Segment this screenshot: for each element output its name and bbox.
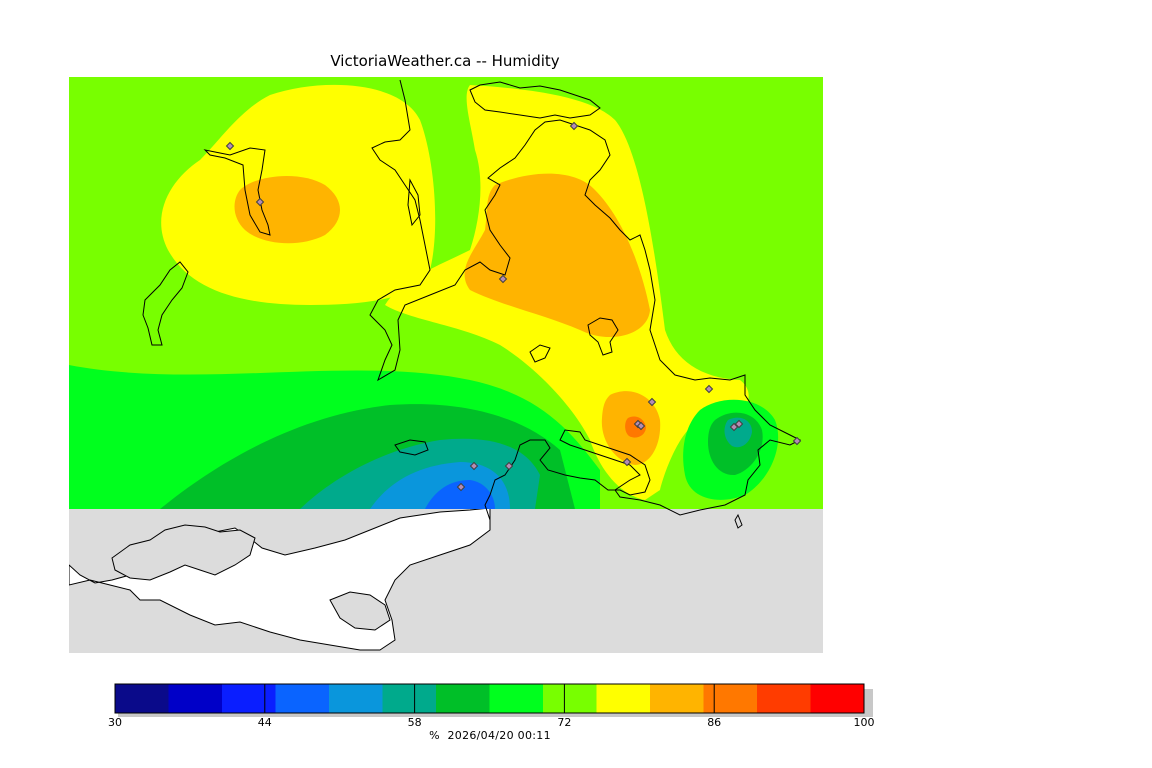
legend-tick-label-4: 86 — [707, 716, 722, 729]
station-marker-st10 — [734, 419, 744, 429]
station-marker-st1 — [225, 141, 235, 151]
legend-swatch-3 — [275, 684, 330, 713]
legend-swatch-2 — [222, 684, 276, 713]
station-marker-st3 — [569, 121, 579, 131]
legend-colorbar — [114, 683, 873, 717]
legend-swatch-12 — [757, 684, 811, 713]
station-marker-st9 — [729, 422, 739, 432]
legend-footer: % 2026/04/20 00:11 — [0, 729, 980, 742]
legend-swatch-8 — [543, 684, 597, 713]
map-title: VictoriaWeather.ca -- Humidity — [330, 52, 560, 70]
unit-label: % — [429, 729, 440, 742]
station-marker-st5 — [647, 397, 657, 407]
legend-swatch-7 — [489, 684, 544, 713]
legend-swatch-4 — [329, 684, 383, 713]
station-marker-st6 — [704, 384, 714, 394]
station-marker-st15 — [792, 436, 802, 446]
station-marker-st11 — [469, 461, 479, 471]
legend-tick-label-2: 58 — [407, 716, 422, 729]
legend-swatch-9 — [596, 684, 651, 713]
station-marker-st12 — [504, 461, 514, 471]
legend-swatch-11 — [703, 684, 758, 713]
coastlines — [142, 79, 802, 529]
legend-tick-label-1: 44 — [257, 716, 272, 729]
legend-tick-label-0: 30 — [108, 716, 122, 729]
legend-swatch-5 — [382, 684, 437, 713]
timestamp-label: 2026/04/20 00:11 — [447, 729, 551, 742]
station-markers — [225, 121, 802, 492]
legend-tick-label-5: 100 — [853, 716, 875, 729]
legend-swatch-13 — [810, 684, 865, 713]
station-marker-st14 — [622, 457, 632, 467]
legend-swatch-0 — [115, 684, 169, 713]
legend-swatch-1 — [168, 684, 223, 713]
coastal-land — [111, 524, 256, 581]
legend-swatch-10 — [650, 684, 704, 713]
legend-tick-label-3: 72 — [557, 716, 572, 729]
coastal-land-east — [329, 591, 391, 631]
legend-swatch-6 — [436, 684, 490, 713]
station-marker-st13 — [456, 482, 466, 492]
station-marker-st4 — [498, 274, 508, 284]
humidity-contours — [69, 77, 823, 509]
station-marker-st2 — [255, 197, 265, 207]
station-marker-st8 — [636, 421, 646, 431]
